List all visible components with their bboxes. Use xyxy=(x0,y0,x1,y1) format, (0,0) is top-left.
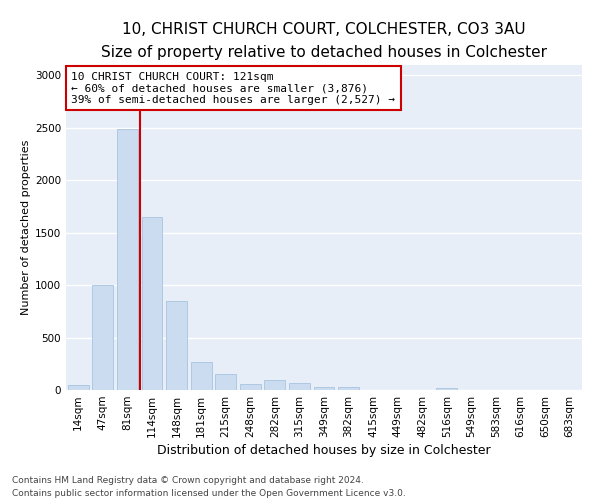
Bar xyxy=(117,129,138,390)
Bar xyxy=(92,285,113,390)
Bar xyxy=(240,384,261,390)
Y-axis label: Number of detached properties: Number of detached properties xyxy=(21,140,31,315)
Bar xyxy=(68,385,89,390)
Bar xyxy=(142,217,163,390)
Bar xyxy=(289,382,310,390)
Bar xyxy=(166,302,187,390)
Bar xyxy=(215,374,236,390)
Bar xyxy=(436,388,457,390)
Text: Contains HM Land Registry data © Crown copyright and database right 2024.
Contai: Contains HM Land Registry data © Crown c… xyxy=(12,476,406,498)
Bar xyxy=(338,388,359,390)
X-axis label: Distribution of detached houses by size in Colchester: Distribution of detached houses by size … xyxy=(157,444,491,457)
Bar xyxy=(191,362,212,390)
Title: 10, CHRIST CHURCH COURT, COLCHESTER, CO3 3AU
Size of property relative to detach: 10, CHRIST CHURCH COURT, COLCHESTER, CO3… xyxy=(101,22,547,60)
Text: 10 CHRIST CHURCH COURT: 121sqm
← 60% of detached houses are smaller (3,876)
39% : 10 CHRIST CHURCH COURT: 121sqm ← 60% of … xyxy=(71,72,395,104)
Bar xyxy=(314,387,334,390)
Bar xyxy=(265,380,286,390)
